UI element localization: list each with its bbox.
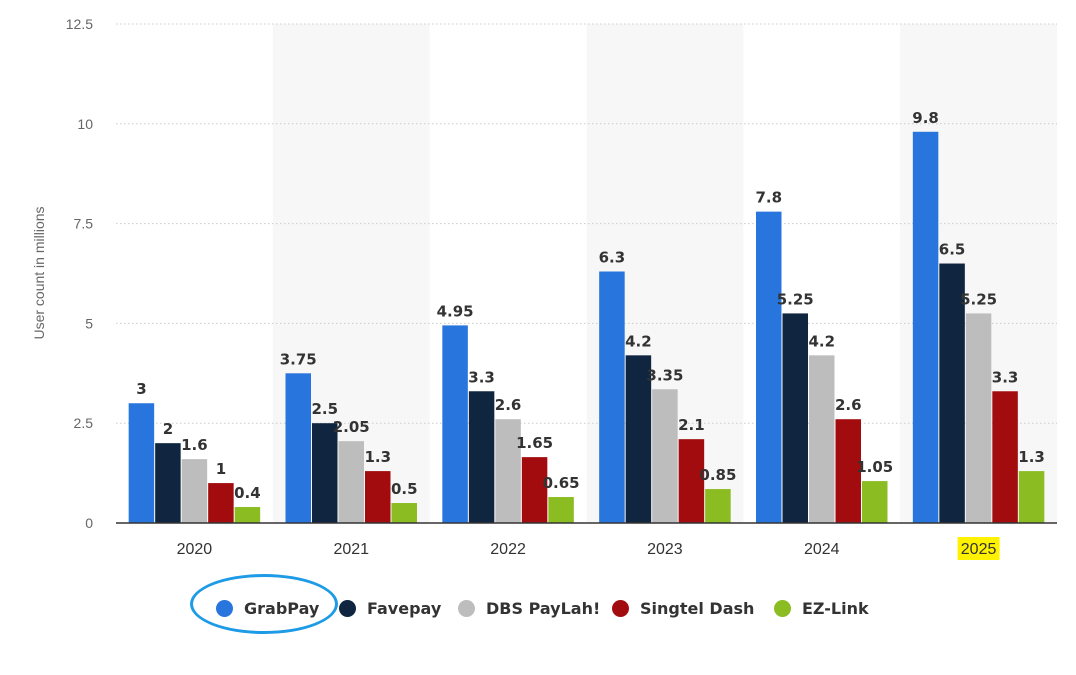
data-label: 2.1 bbox=[678, 416, 705, 434]
bar bbox=[782, 313, 808, 523]
legend-label: DBS PayLah! bbox=[486, 598, 601, 618]
data-label: 2.05 bbox=[333, 418, 370, 436]
bar bbox=[208, 483, 234, 523]
data-label: 0.4 bbox=[234, 484, 261, 502]
x-axis-categories: 2020 2021 2022 2023 2024 2025 bbox=[177, 537, 1000, 560]
bar bbox=[468, 391, 495, 523]
x-tick-label: 2022 bbox=[490, 541, 526, 558]
bars bbox=[128, 131, 1045, 523]
bar bbox=[128, 403, 155, 523]
bar bbox=[965, 313, 992, 523]
bar bbox=[625, 355, 652, 523]
bar bbox=[285, 373, 311, 523]
legend-marker bbox=[774, 599, 791, 617]
bar bbox=[992, 391, 1018, 523]
data-label: 3.3 bbox=[468, 368, 495, 386]
bar bbox=[652, 389, 678, 523]
bar bbox=[1018, 471, 1045, 523]
y-tick-label: 0 bbox=[85, 515, 93, 531]
bar bbox=[442, 325, 468, 523]
bar bbox=[705, 489, 731, 523]
data-label: 7.8 bbox=[755, 189, 782, 207]
category-bands bbox=[272, 24, 1057, 523]
bar bbox=[495, 419, 521, 523]
data-label: 1.3 bbox=[1018, 448, 1045, 466]
data-label: 0.5 bbox=[391, 480, 418, 498]
data-label: 0.65 bbox=[543, 474, 580, 492]
data-label: 3.3 bbox=[992, 368, 1019, 386]
data-label: 1 bbox=[216, 460, 226, 478]
legend-label: Singtel Dash bbox=[640, 598, 755, 618]
data-label: 2.5 bbox=[311, 400, 338, 418]
x-tick-label: 2020 bbox=[177, 541, 213, 558]
bar bbox=[181, 459, 208, 523]
data-label: 3.75 bbox=[280, 350, 317, 368]
bar bbox=[234, 507, 261, 523]
y-tick-label: 12.5 bbox=[66, 16, 93, 32]
data-label: 2.6 bbox=[495, 396, 522, 414]
gridlines bbox=[116, 23, 1057, 424]
y-axis-ticks: 0 2.5 5 7.5 10 12.5 bbox=[66, 16, 93, 531]
data-label: 1.65 bbox=[516, 434, 553, 452]
data-label: 4.95 bbox=[437, 302, 474, 320]
legend-item[interactable]: DBS PayLah! bbox=[458, 592, 600, 624]
bar bbox=[548, 497, 574, 523]
legend-item[interactable]: Favepay bbox=[339, 592, 441, 624]
y-tick-label: 2.5 bbox=[74, 415, 94, 431]
legend-item[interactable]: Singtel Dash bbox=[612, 592, 754, 624]
legend-item[interactable]: EZ-Link bbox=[774, 592, 869, 624]
y-tick-label: 10 bbox=[77, 116, 93, 132]
bar bbox=[338, 441, 364, 523]
legend-marker bbox=[612, 599, 629, 617]
data-label: 2 bbox=[163, 420, 173, 438]
data-label: 3 bbox=[136, 380, 146, 398]
data-label: 2.6 bbox=[835, 396, 862, 414]
y-tick-label: 5 bbox=[85, 315, 93, 331]
legend-label: Favepay bbox=[367, 598, 442, 618]
bar bbox=[835, 419, 861, 523]
x-tick-label: 2025 bbox=[961, 541, 997, 558]
data-labels: 321.610.43.752.52.051.30.54.953.32.61.65… bbox=[136, 109, 1045, 502]
data-label: 9.8 bbox=[912, 109, 939, 127]
data-label: 0.85 bbox=[699, 466, 736, 484]
bar bbox=[312, 423, 338, 523]
legend-highlight-circle bbox=[190, 574, 338, 634]
data-label: 4.2 bbox=[808, 332, 835, 350]
data-label: 3.35 bbox=[646, 366, 683, 384]
bar bbox=[912, 131, 939, 523]
bar bbox=[521, 457, 548, 523]
data-label: 5.25 bbox=[777, 290, 814, 308]
x-tick-label: 2024 bbox=[804, 541, 840, 558]
legend-label: EZ-Link bbox=[802, 598, 869, 618]
legend-marker bbox=[458, 599, 475, 617]
data-label: 6.5 bbox=[939, 241, 966, 259]
data-label: 4.2 bbox=[625, 332, 652, 350]
data-label: 1.3 bbox=[364, 448, 391, 466]
bar bbox=[862, 481, 888, 523]
bar bbox=[391, 503, 417, 523]
bar bbox=[756, 211, 782, 523]
bar bbox=[155, 443, 181, 523]
category-highlight bbox=[957, 537, 1000, 560]
bar bbox=[599, 271, 625, 523]
data-label: 5.25 bbox=[960, 290, 997, 308]
data-label: 6.3 bbox=[599, 249, 626, 267]
bar bbox=[678, 439, 705, 523]
data-label: 1.6 bbox=[181, 436, 208, 454]
bar bbox=[809, 355, 835, 523]
data-label: 1.05 bbox=[856, 458, 893, 476]
legend: GrabPay Favepay DBS PayLah! Singtel Dash EZ-… bbox=[0, 592, 1076, 624]
legend-marker bbox=[339, 599, 356, 617]
bar bbox=[365, 471, 391, 523]
x-tick-label: 2021 bbox=[333, 541, 369, 558]
bar bbox=[939, 263, 965, 523]
y-tick-label: 7.5 bbox=[74, 216, 94, 232]
x-tick-label: 2023 bbox=[647, 541, 683, 558]
y-axis-label: User count in millions bbox=[31, 206, 47, 339]
